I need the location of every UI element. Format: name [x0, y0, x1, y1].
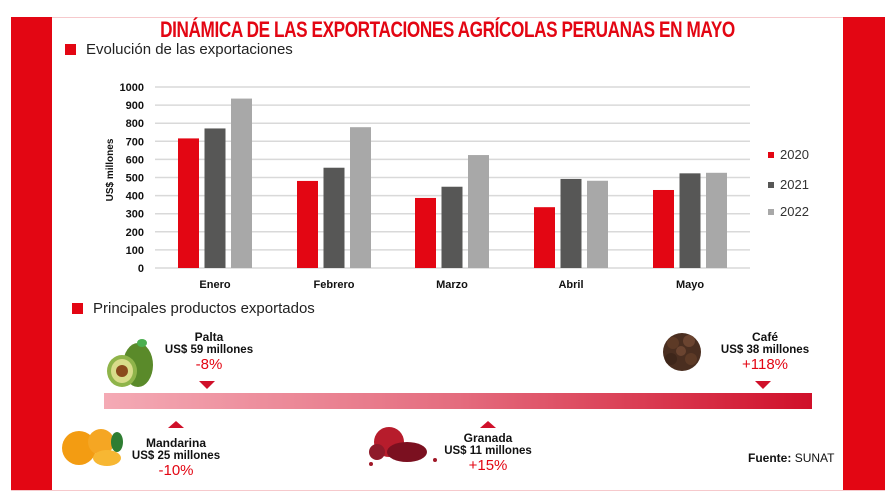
page-title: DINÁMICA DE LAS EXPORTACIONES AGRÍCOLAS …: [160, 17, 735, 42]
legend-item-2021: 2021: [768, 177, 809, 192]
marker-up-icon: [168, 421, 184, 428]
bar-2022-abril: [587, 180, 608, 268]
section-evolution-label: Evolución de las exportaciones: [86, 41, 293, 58]
bar-2021-febrero: [323, 167, 345, 268]
bar-2022-marzo: [468, 155, 489, 268]
section-marker: [65, 44, 76, 55]
x-tick-label: Abril: [558, 279, 583, 291]
bar-2021-abril: [560, 178, 582, 268]
product-change: +15%: [468, 457, 508, 474]
source-value: SUNAT: [794, 451, 835, 465]
x-tick-label: Enero: [199, 279, 230, 291]
bar-chart: US$ millones 0 100 200 300 400 500 600 700 800 90…: [105, 82, 750, 291]
product-granada: Granada US$ 11 millones +15%: [418, 431, 558, 474]
panel-top-border: [11, 17, 885, 18]
legend-item-2022: 2022: [768, 204, 809, 219]
product-mandarina: Mandarina US$ 25 millones -10%: [106, 436, 246, 479]
growth-gradient-bar: [104, 393, 812, 409]
coffee-beans-icon: [663, 333, 701, 371]
panel-bottom-border: [11, 490, 885, 491]
bar-2021-enero: [204, 128, 226, 268]
y-tick-label: 400: [126, 191, 144, 203]
source-label: Fuente:: [748, 451, 792, 465]
tangerine-icon: [62, 429, 123, 466]
product-value: US$ 38 millones: [720, 344, 810, 356]
y-tick-label: 500: [126, 173, 144, 185]
x-tick-label: Marzo: [436, 279, 468, 291]
bar-2021-mayo: [679, 173, 701, 268]
legend-swatch: [768, 208, 774, 215]
product-change: +118%: [741, 356, 788, 373]
bar-2022-enero: [231, 98, 252, 268]
product-name: Granada: [463, 431, 513, 445]
x-tick-label: Febrero: [314, 279, 355, 291]
section-marker: [72, 303, 83, 314]
y-tick-label: 700: [126, 136, 144, 148]
legend-label: 2020: [780, 147, 809, 162]
y-tick-label: 300: [126, 209, 144, 221]
legend-swatch: [768, 181, 774, 188]
product-palta: Palta US$ 59 millones -8%: [139, 330, 279, 373]
y-tick-label: 800: [126, 118, 144, 130]
x-tick-label: Mayo: [676, 279, 704, 291]
section-products: Principales productos exportados: [72, 300, 315, 317]
right-red-band: [843, 17, 885, 490]
legend-swatch: [768, 151, 774, 158]
product-change: -10%: [158, 462, 194, 479]
y-axis-label: US$ millones: [105, 138, 116, 201]
y-tick-label: 200: [126, 227, 144, 239]
legend-item-2020: 2020: [768, 147, 809, 162]
bar-2021-marzo: [441, 186, 463, 268]
product-cafe: Café US$ 38 millones +118%: [695, 330, 835, 373]
marker-down-icon: [755, 381, 771, 389]
product-value: US$ 59 millones: [164, 344, 254, 356]
bar-2020-febrero: [297, 180, 318, 268]
product-name: Palta: [194, 330, 224, 344]
marker-down-icon: [199, 381, 215, 389]
left-red-band: [11, 17, 52, 490]
bar-2020-marzo: [415, 197, 436, 268]
y-tick-label: 1000: [120, 82, 144, 94]
bar-2022-mayo: [706, 172, 727, 268]
bar-2020-enero: [178, 138, 199, 268]
bar-2022-febrero: [350, 127, 371, 268]
marker-up-icon: [480, 421, 496, 428]
product-value: US$ 25 millones: [131, 450, 221, 462]
product-name: Mandarina: [145, 436, 206, 450]
bar-2020-mayo: [653, 189, 674, 268]
product-change: -8%: [195, 356, 223, 373]
product-name: Café: [751, 330, 778, 344]
y-tick-label: 100: [126, 245, 144, 257]
avocado-icon: [107, 339, 153, 387]
section-products-label: Principales productos exportados: [93, 300, 315, 317]
section-evolution: Evolución de las exportaciones: [65, 41, 293, 58]
legend-label: 2022: [780, 204, 809, 219]
y-tick-label: 0: [138, 263, 144, 275]
bar-2020-abril: [534, 207, 555, 268]
source-note: Fuente: SUNAT: [748, 451, 834, 465]
y-tick-label: 600: [126, 154, 144, 166]
product-value: US$ 11 millones: [444, 445, 532, 457]
legend-label: 2021: [780, 177, 809, 192]
y-tick-label: 900: [126, 100, 144, 112]
pomegranate-icon: [369, 427, 437, 466]
